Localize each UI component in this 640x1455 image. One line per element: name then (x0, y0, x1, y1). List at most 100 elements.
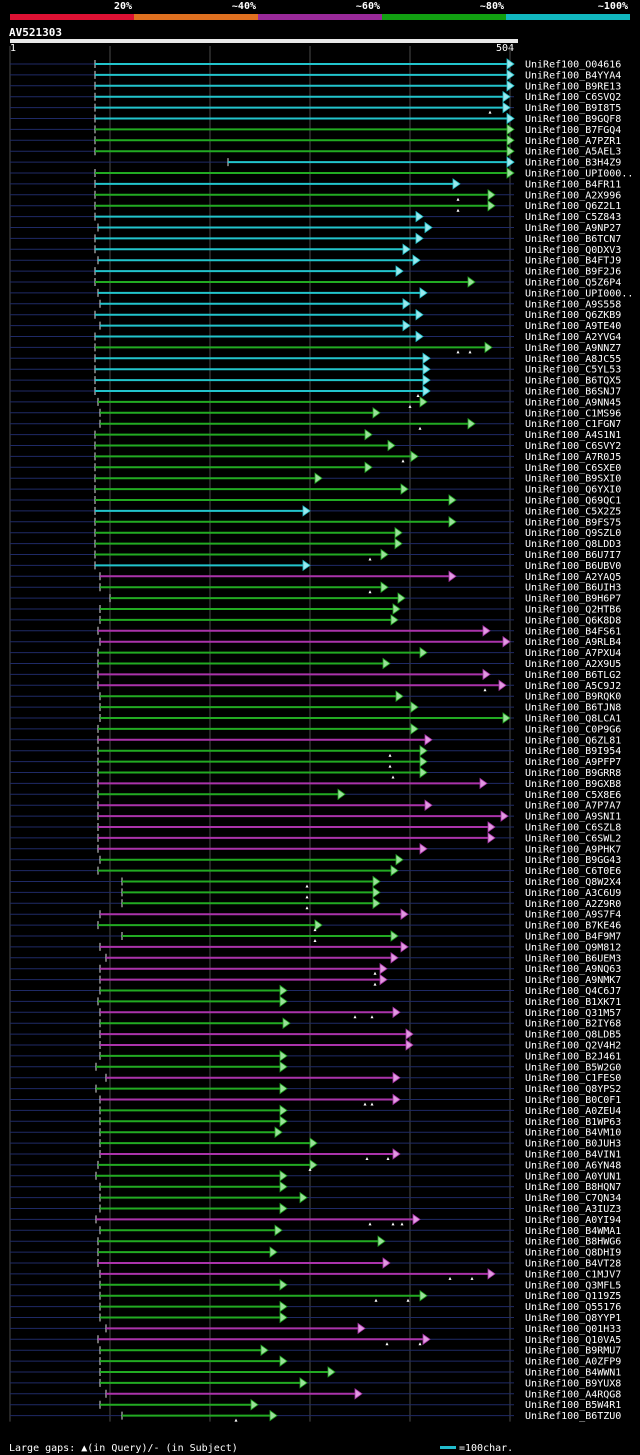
hit-label: UniRef100_A9RLB4 (525, 637, 621, 648)
hit-arrowhead (392, 603, 401, 615)
hit-arrowhead (269, 1409, 278, 1422)
hit-label: UniRef100_C6SVQ2 (525, 92, 621, 103)
scale-text: =100char. (459, 1443, 514, 1454)
hit-label: UniRef100_B0JUH3 (525, 1139, 621, 1150)
hit-arrowhead (422, 1333, 431, 1346)
hit-label: UniRef100_B4VT28 (525, 1259, 621, 1270)
hit-label: UniRef100_B9H6P7 (525, 594, 621, 605)
hit-arrowhead (372, 886, 381, 899)
hit-arrowhead (400, 941, 409, 953)
hit-arrowhead (410, 450, 419, 463)
hit-arrowhead (448, 570, 457, 583)
hit-arrowhead (410, 701, 419, 713)
gaps-legend-text: Large gaps: ▲(in Query)/- (in Subject) (9, 1443, 238, 1454)
hit-label: UniRef100_B4VIN1 (525, 1150, 621, 1161)
hit-arrowhead (279, 1104, 288, 1117)
hit-arrowhead (502, 635, 511, 648)
hit-arrowhead (357, 1322, 366, 1335)
hit-label: UniRef100_Q8W2X4 (525, 877, 621, 888)
hit-arrowhead (482, 625, 491, 637)
gap-marker (368, 557, 372, 561)
gap-marker (488, 110, 492, 114)
hit-label: UniRef100_A6YN48 (525, 1160, 621, 1171)
hit-arrowhead (402, 243, 411, 256)
hit-label: UniRef100_A2Z9R0 (525, 899, 621, 910)
hit-arrowhead (392, 1071, 401, 1084)
hit-label: UniRef100_A9NMK7 (525, 975, 621, 986)
hit-arrowhead (380, 581, 389, 593)
hit-arrowhead (279, 1115, 288, 1128)
hit-arrowhead (279, 1061, 288, 1073)
gap-marker (370, 1015, 374, 1019)
legend-segment (382, 14, 506, 20)
hit-arrowhead (379, 973, 388, 986)
hit-arrowhead (395, 690, 404, 702)
hit-arrowhead (502, 101, 511, 114)
hit-arrowhead (487, 821, 496, 833)
hit-label: UniRef100_A0ZFP9 (525, 1357, 621, 1368)
hit-label: UniRef100_B7KE46 (525, 921, 621, 932)
hit-label: UniRef100_B5W4R1 (525, 1400, 621, 1411)
hit-label: UniRef100_B9RQK0 (525, 692, 621, 703)
hit-label: UniRef100_C0P9G6 (525, 724, 621, 735)
hit-label: UniRef100_B6TJN8 (525, 703, 621, 714)
hit-label: UniRef100_B6SNJ7 (525, 387, 621, 398)
gap-marker (408, 404, 412, 408)
hit-arrowhead (314, 472, 323, 484)
hit-arrowhead (506, 69, 515, 81)
gap-marker (456, 197, 460, 201)
hit-arrowhead (279, 1202, 288, 1215)
hit-label: UniRef100_Q8LDB5 (525, 1030, 621, 1041)
hit-arrowhead (260, 1344, 269, 1356)
hit-label: UniRef100_C1FGN7 (525, 419, 621, 430)
hit-label: UniRef100_Q3MFL5 (525, 1280, 621, 1291)
hit-arrowhead (506, 123, 515, 136)
hit-arrowhead (354, 1388, 363, 1400)
hit-arrowhead (400, 908, 409, 920)
hit-arrowhead (380, 548, 389, 561)
hit-label: UniRef100_B8HWG6 (525, 1237, 621, 1248)
hit-label: UniRef100_A5C9J2 (525, 681, 621, 692)
hit-label: UniRef100_C6SVY2 (525, 441, 621, 452)
query-ruler (10, 39, 518, 43)
hit-arrowhead (410, 723, 419, 735)
hit-arrowhead (415, 232, 424, 245)
hit-label: UniRef100_B6U7I7 (525, 550, 621, 561)
hit-arrowhead (419, 843, 428, 855)
hit-arrowhead (390, 614, 399, 626)
hit-label: UniRef100_C5X2Z5 (525, 506, 621, 517)
hit-arrowhead (424, 734, 433, 746)
hit-label: UniRef100_Q8YPS2 (525, 1084, 621, 1095)
legend-segment (506, 14, 630, 20)
hit-arrowhead (279, 995, 288, 1008)
hit-arrowhead (502, 90, 511, 103)
hit-arrowhead (397, 592, 406, 604)
gap-marker (313, 939, 317, 942)
hit-label: UniRef100_Q6ZL81 (525, 735, 621, 746)
hit-arrowhead (327, 1366, 336, 1378)
hit-label: UniRef100_Q8DHI9 (525, 1248, 621, 1259)
hit-label: UniRef100_B9RE13 (525, 81, 621, 92)
hit-arrowhead (484, 341, 493, 354)
gap-marker (386, 1157, 390, 1160)
hit-label: UniRef100_Q8LDD3 (525, 539, 621, 550)
hit-label: UniRef100_Q69QC1 (525, 496, 621, 507)
hit-label: UniRef100_Q6YXI0 (525, 485, 621, 496)
hit-label: UniRef100_A0ZEU4 (525, 1106, 621, 1117)
hit-arrowhead (302, 559, 311, 572)
hit-arrowhead (506, 167, 515, 179)
hit-label: UniRef100_C1MJV7 (525, 1269, 621, 1280)
hit-arrowhead (337, 788, 346, 801)
hit-label: UniRef100_A0YUN1 (525, 1171, 621, 1182)
hit-arrowhead (372, 875, 381, 888)
gap-marker (468, 350, 472, 354)
hit-label: UniRef100_O04616 (525, 60, 621, 71)
gap-marker (368, 590, 372, 594)
hit-arrowhead (382, 1257, 391, 1269)
gap-marker (373, 971, 377, 975)
hit-arrowhead (382, 657, 391, 670)
hit-label: UniRef100_A9SNI1 (525, 812, 621, 823)
hit-arrowhead (279, 1311, 288, 1324)
hit-label: UniRef100_A9NP27 (525, 223, 621, 234)
gap-marker (305, 884, 309, 888)
